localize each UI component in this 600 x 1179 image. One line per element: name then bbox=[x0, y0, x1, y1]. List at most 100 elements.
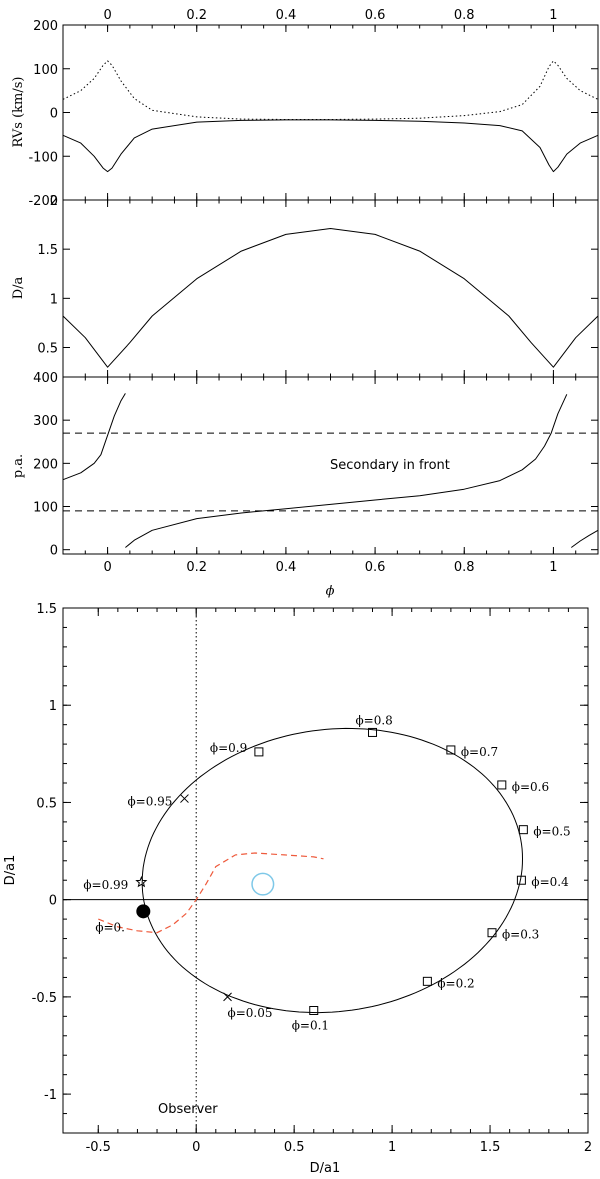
x-tick-label: 1 bbox=[388, 1140, 396, 1155]
y-tick-label: -1 bbox=[44, 1088, 57, 1103]
x-tick-label: 0 bbox=[103, 560, 111, 575]
sep-panel-frame bbox=[62, 199, 599, 378]
x-tick-label: 1 bbox=[549, 560, 557, 575]
x-tick-label: 0 bbox=[192, 1140, 200, 1155]
phase-marker-star bbox=[135, 875, 148, 888]
orbit-phase-points: ϕ=0. ϕ=0.05 ϕ=0.1 ϕ=0.2 ϕ=0.3 ϕ=0.4 ϕ=0.5 ϕ=0.6… bbox=[83, 713, 570, 1032]
x-tick-label-top: 0.2 bbox=[186, 8, 207, 23]
y-tick-label: 0 bbox=[50, 544, 58, 559]
y-tick-label: 1.5 bbox=[37, 243, 58, 258]
orbit-ellipse bbox=[141, 727, 524, 1014]
observer-label: Observer bbox=[158, 1102, 218, 1117]
y-tick-label: 1 bbox=[49, 699, 57, 714]
y-tick-label: 0.5 bbox=[36, 796, 57, 811]
orbit-panel-frame bbox=[62, 607, 589, 1134]
phase-label: ϕ=0.2 bbox=[437, 976, 474, 990]
series-line-pa-a bbox=[62, 393, 126, 481]
pa-y-axis-label: p.a. bbox=[11, 454, 26, 478]
series-line-pa-c bbox=[571, 529, 599, 548]
y-tick-label: 100 bbox=[33, 63, 58, 78]
phase-marker-square bbox=[516, 875, 526, 885]
orbit-x-axis-label: D/a1 bbox=[310, 1161, 341, 1176]
pa-x-axis: 0 0.2 0.4 0.6 0.8 1 bbox=[103, 560, 557, 575]
series-line-separation bbox=[62, 228, 599, 368]
phase-label: ϕ=0.9 bbox=[210, 741, 247, 755]
phase-marker-square bbox=[254, 747, 264, 757]
x-tick-label: 0.6 bbox=[365, 560, 386, 575]
x-tick-label-top: 0.6 bbox=[365, 8, 386, 23]
phase-marker-square bbox=[518, 825, 528, 835]
y-tick-label: 100 bbox=[33, 501, 58, 516]
phase-label: ϕ=0.5 bbox=[533, 825, 570, 839]
phase-marker-cross bbox=[180, 794, 189, 803]
x-tick-label: 0.5 bbox=[284, 1140, 305, 1155]
y-tick-label: 400 bbox=[33, 371, 58, 386]
pa-reference-lines bbox=[63, 432, 598, 512]
pa-y-axis: 0 100 200 300 400 bbox=[33, 371, 599, 559]
y-tick-label: 300 bbox=[33, 414, 58, 429]
secondary-in-front-label: Secondary in front bbox=[330, 458, 450, 473]
phase-label: ϕ=0. bbox=[95, 920, 125, 934]
y-tick-label: 200 bbox=[33, 19, 58, 34]
y-tick-label: 0 bbox=[50, 107, 58, 122]
y-tick-label: -100 bbox=[28, 150, 58, 165]
sep-y-axis: 0.5 1 1.5 2 bbox=[37, 194, 599, 377]
x-tick-label: 2 bbox=[584, 1140, 592, 1155]
x-tick-label-top: 0.8 bbox=[454, 8, 475, 23]
orbit-y-axis-label: D/a1 bbox=[3, 855, 18, 886]
orbit-panel: -0.5 0 0.5 1 1.5 2-1-0.500.511.5 ϕ=0.ϕ=0.05ϕ=… bbox=[3, 602, 592, 1176]
x-tick-label-top: 0 bbox=[103, 8, 111, 23]
phase-label: ϕ=0.4 bbox=[531, 875, 569, 889]
y-tick-label: 0 bbox=[49, 894, 57, 909]
pa-panel: 0 100 200 300 400 0 0.2 0.4 0.6 0.8 1 Secondary i… bbox=[11, 371, 599, 599]
phase-marker-square bbox=[487, 928, 497, 938]
orbit-content bbox=[63, 608, 588, 1133]
phase-label: ϕ=0.95 bbox=[127, 795, 172, 809]
phase-marker-filled-circle bbox=[136, 904, 151, 919]
rv-panel-frame bbox=[62, 24, 599, 201]
pa-series bbox=[62, 393, 599, 548]
x-tick-label: -0.5 bbox=[86, 1140, 111, 1155]
y-tick-label: 1 bbox=[50, 292, 58, 307]
sep-series bbox=[62, 228, 599, 368]
series-line-secondary bbox=[62, 60, 599, 120]
pa-x-axis-label: ϕ bbox=[326, 584, 335, 599]
y-tick-label: 2 bbox=[50, 194, 58, 209]
phase-marker-square bbox=[497, 780, 507, 790]
dashed-trajectory bbox=[98, 852, 324, 934]
phase-label: ϕ=0.6 bbox=[512, 780, 549, 794]
phase-label: ϕ=0.7 bbox=[461, 745, 498, 759]
x-tick-label-top: 0.4 bbox=[276, 8, 297, 23]
x-tick-label: 0.2 bbox=[186, 560, 207, 575]
phase-marker-square bbox=[368, 727, 378, 737]
phase-label: ϕ=0.05 bbox=[228, 1006, 273, 1020]
series-line-primary bbox=[62, 119, 599, 173]
phase-marker-square bbox=[309, 1006, 319, 1015]
x-tick-label: 0.4 bbox=[276, 560, 297, 575]
sep-panel: 0.5 1 1.5 2 D/a bbox=[11, 194, 599, 378]
sep-y-axis-label: D/a bbox=[11, 276, 26, 299]
y-tick-label: 1.5 bbox=[36, 602, 57, 617]
phase-marker-cross bbox=[223, 992, 232, 1002]
y-tick-label: -0.5 bbox=[32, 991, 57, 1006]
rv-panel: 0 0.2 0.4 0.6 0.8 1 -200 -100 0 100 200 RVs (km/s… bbox=[11, 8, 599, 209]
phase-label: ϕ=0.1 bbox=[292, 1019, 329, 1033]
x-tick-label: 0.8 bbox=[454, 560, 475, 575]
series-line-pa-b bbox=[125, 394, 568, 548]
phase-marker-square bbox=[446, 745, 456, 755]
primary-star-circle bbox=[251, 872, 275, 896]
y-tick-label: -200 bbox=[28, 194, 58, 209]
phase-marker-square bbox=[422, 976, 432, 986]
x-tick-label: 1.5 bbox=[480, 1140, 501, 1155]
x-tick-label-top: 1 bbox=[549, 8, 557, 23]
rv-y-axis: -200 -100 0 100 200 bbox=[28, 19, 599, 209]
rv-top-ticks: 0 0.2 0.4 0.6 0.8 1 bbox=[103, 8, 557, 23]
phase-label: ϕ=0.3 bbox=[502, 928, 539, 942]
phase-label: ϕ=0.8 bbox=[356, 713, 393, 727]
y-tick-label: 200 bbox=[33, 457, 58, 472]
rv-y-axis-label: RVs (km/s) bbox=[11, 77, 26, 148]
phase-label: ϕ=0.99 bbox=[83, 878, 128, 892]
rv-series bbox=[62, 60, 599, 173]
y-tick-label: 0.5 bbox=[37, 342, 58, 357]
